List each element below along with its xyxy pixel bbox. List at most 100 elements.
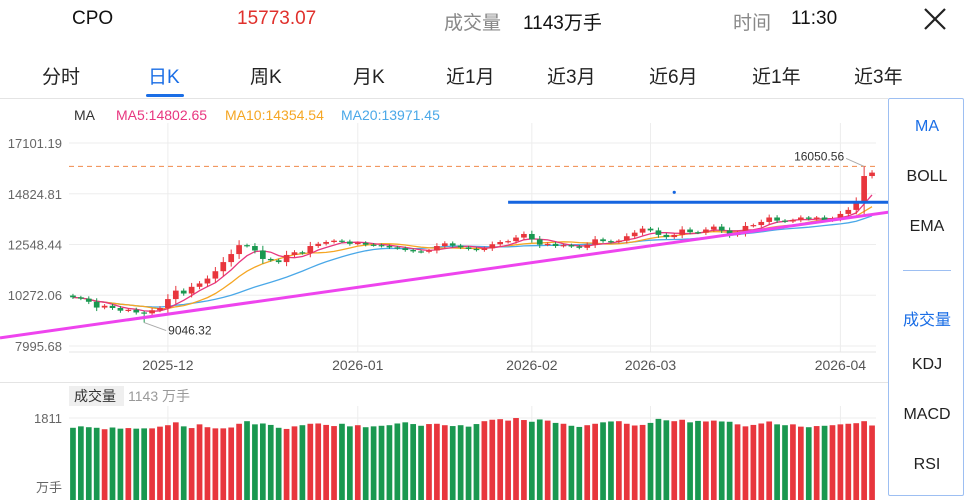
volume-bar xyxy=(536,419,543,500)
candle xyxy=(473,248,480,251)
candle xyxy=(291,252,298,255)
volume-bar xyxy=(149,428,155,500)
period-tabs: 分时 日K 周K 月K 近1月 近3月 近6月 近1年 近3年 xyxy=(0,50,966,97)
volume-bar xyxy=(339,423,345,500)
candle xyxy=(790,220,796,222)
candle xyxy=(449,243,456,246)
indicator-rsi[interactable]: RSI xyxy=(913,456,941,473)
candle xyxy=(813,217,820,219)
indicator-kdj[interactable]: KDJ xyxy=(911,356,943,373)
volume-bar xyxy=(718,421,725,500)
candle xyxy=(600,239,606,242)
volume-bar xyxy=(70,427,76,500)
volume-bar xyxy=(457,425,464,500)
candle xyxy=(663,234,670,238)
indicator-panel: MA BOLL EMA 成交量 KDJ MACD RSI xyxy=(888,98,964,496)
close-icon[interactable] xyxy=(918,2,952,36)
volume-bar xyxy=(378,425,385,500)
trend-line xyxy=(0,210,888,340)
ma5-legend: MA5:14802.65 xyxy=(116,107,207,123)
candle xyxy=(782,220,788,222)
volume-bar xyxy=(647,422,654,500)
volume-bar xyxy=(821,425,828,500)
y-tick-label: 14824.81 xyxy=(8,187,62,202)
active-tab-indicator xyxy=(146,94,184,97)
candle xyxy=(347,241,353,244)
tab-1-month[interactable]: 近1月 xyxy=(446,67,495,88)
x-tick-label: 2026-04 xyxy=(815,357,867,373)
time-value: 11:30 xyxy=(791,8,838,29)
volume-bar xyxy=(639,424,646,500)
volume-bar xyxy=(180,426,187,500)
volume-bar xyxy=(117,428,124,500)
indicator-ema[interactable]: EMA xyxy=(909,218,945,235)
indicator-macd[interactable]: MACD xyxy=(903,406,951,423)
volume-bar xyxy=(188,428,195,500)
volume-bar xyxy=(687,422,693,500)
volume-bar xyxy=(331,426,337,500)
volume-bar xyxy=(513,418,519,500)
candle xyxy=(196,283,203,287)
volume-bar xyxy=(362,427,369,500)
candle xyxy=(149,310,155,314)
kline-chart[interactable]: MA MA5:14802.65 MA10:14354.54 MA20:13971.45… xyxy=(0,98,888,500)
volume-bar xyxy=(663,420,670,500)
candle xyxy=(821,217,828,221)
volume-bar xyxy=(750,424,757,500)
volume-bar xyxy=(734,424,741,500)
candle xyxy=(687,229,693,233)
candle xyxy=(394,247,401,249)
volume-section-value: 1143 万手 xyxy=(128,388,190,404)
indicator-volume[interactable]: 成交量 xyxy=(902,312,951,329)
volume-bar xyxy=(347,426,353,500)
indicator-boll[interactable]: BOLL xyxy=(906,168,948,185)
volume-bar xyxy=(671,421,678,500)
candle xyxy=(655,230,662,235)
candle xyxy=(354,242,361,245)
volume-bar xyxy=(299,425,306,500)
tab-6-months[interactable]: 近6月 xyxy=(649,67,698,88)
tab-weekly-k[interactable]: 周K xyxy=(250,67,282,88)
tab-3-months[interactable]: 近3月 xyxy=(547,67,596,88)
indicator-ma[interactable]: MA xyxy=(915,118,939,135)
candle xyxy=(339,240,345,242)
volume-bar xyxy=(679,419,686,500)
candle xyxy=(631,232,638,237)
candle xyxy=(758,221,765,226)
candle xyxy=(647,228,654,231)
candle xyxy=(307,246,314,254)
tab-monthly-k[interactable]: 月K xyxy=(353,67,385,88)
candle xyxy=(275,260,282,263)
candle xyxy=(845,209,852,214)
candle xyxy=(568,245,575,247)
volume-bar xyxy=(402,422,409,500)
volume-bar xyxy=(410,424,417,500)
volume-bar xyxy=(418,425,424,500)
tab-1-year[interactable]: 近1年 xyxy=(752,67,801,88)
candle xyxy=(93,301,100,308)
volume-bar xyxy=(703,421,709,500)
volume-bar xyxy=(623,423,630,500)
candle xyxy=(513,237,519,242)
candle xyxy=(228,254,235,263)
volume-bar xyxy=(790,424,796,500)
candle xyxy=(639,228,646,233)
volume-bar xyxy=(228,427,235,500)
volume-bar xyxy=(813,426,820,500)
volume-bar xyxy=(78,426,84,500)
candle xyxy=(402,248,409,251)
candle xyxy=(172,290,179,300)
tab-daily-k[interactable]: 日K xyxy=(148,67,180,88)
volume-bar xyxy=(845,423,852,500)
volume-bar xyxy=(315,423,322,500)
candle xyxy=(608,241,614,243)
candle xyxy=(236,245,242,255)
y-tick-label: 12548.44 xyxy=(8,237,62,252)
volume-bar xyxy=(655,418,662,500)
candle xyxy=(323,242,329,244)
tab-3-years[interactable]: 近3年 xyxy=(854,67,903,88)
volume-bar xyxy=(726,421,733,500)
x-tick-label: 2025-12 xyxy=(142,357,194,373)
volume-bar xyxy=(766,421,773,500)
tab-intraday[interactable]: 分时 xyxy=(42,67,81,88)
